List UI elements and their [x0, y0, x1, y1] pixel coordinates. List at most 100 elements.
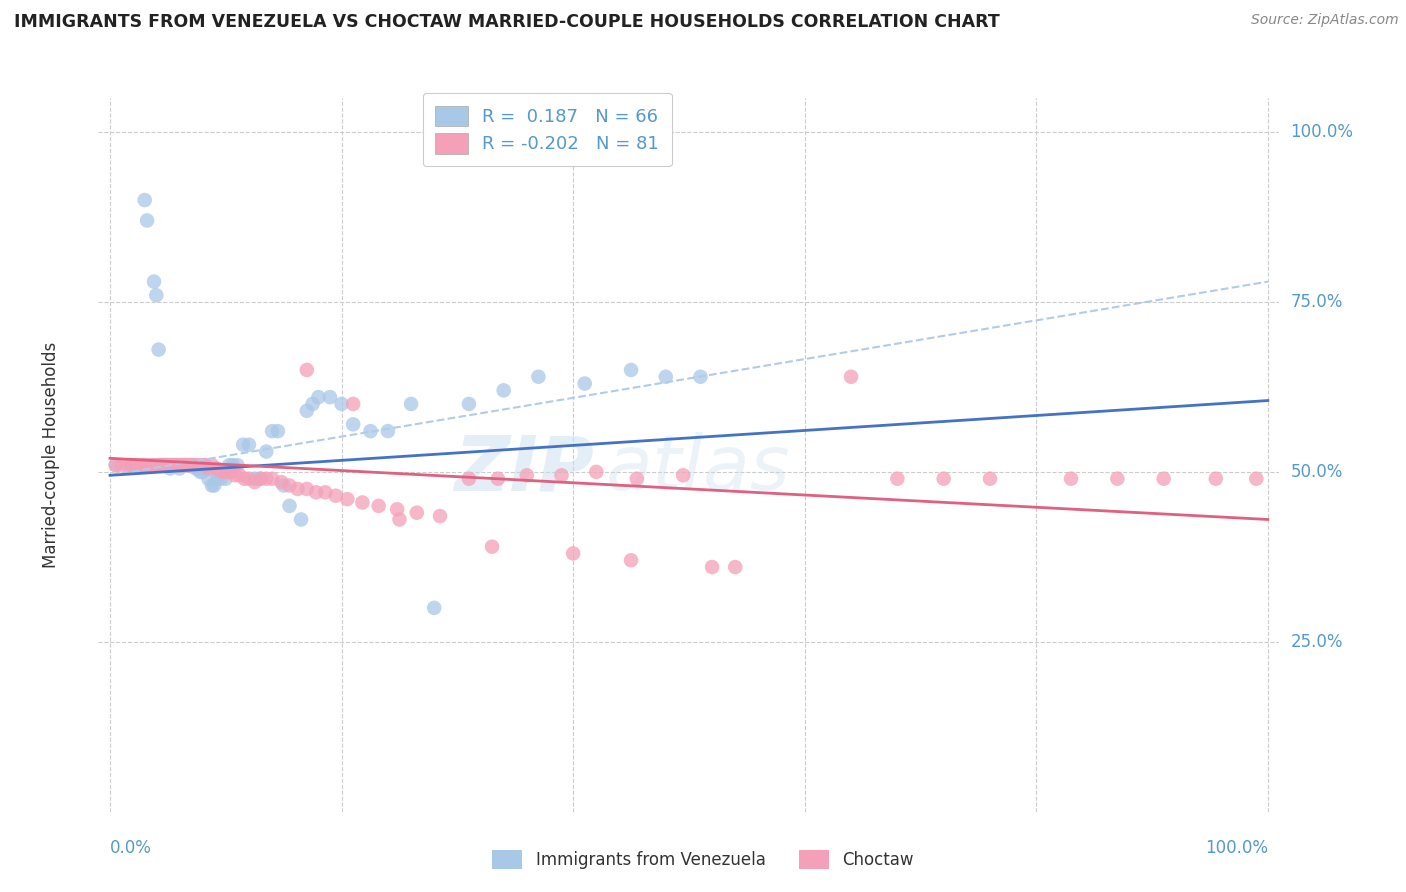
- Point: [301, 397, 323, 411]
- Point: [620, 553, 643, 567]
- Point: [385, 502, 408, 516]
- Point: [177, 458, 200, 472]
- Point: [159, 458, 181, 472]
- Point: [1246, 472, 1268, 486]
- Point: [169, 458, 191, 472]
- Point: [136, 458, 159, 472]
- Point: [700, 560, 723, 574]
- Point: [278, 499, 301, 513]
- Point: [207, 472, 229, 486]
- Point: [170, 458, 193, 472]
- Point: [516, 468, 538, 483]
- Point: [170, 458, 193, 472]
- Text: Married-couple Households: Married-couple Households: [42, 342, 60, 568]
- Point: [458, 397, 481, 411]
- Point: [620, 363, 643, 377]
- Point: [458, 472, 481, 486]
- Point: [262, 472, 284, 486]
- Point: [307, 390, 329, 404]
- Point: [330, 397, 353, 411]
- Point: [325, 489, 347, 503]
- Legend: R =  0.187   N = 66, R = -0.202   N = 81: R = 0.187 N = 66, R = -0.202 N = 81: [423, 93, 672, 166]
- Point: [149, 458, 172, 472]
- Point: [209, 465, 232, 479]
- Point: [979, 472, 1001, 486]
- Point: [267, 424, 290, 438]
- Point: [228, 468, 250, 483]
- Point: [290, 512, 312, 526]
- Text: Source: ZipAtlas.com: Source: ZipAtlas.com: [1251, 13, 1399, 28]
- Point: [159, 461, 181, 475]
- Point: [562, 546, 585, 560]
- Point: [574, 376, 596, 391]
- Point: [399, 397, 422, 411]
- Point: [215, 472, 238, 486]
- Point: [163, 458, 186, 472]
- Point: [388, 512, 411, 526]
- Point: [273, 478, 295, 492]
- Point: [232, 438, 254, 452]
- Point: [172, 458, 194, 472]
- Point: [319, 390, 342, 404]
- Point: [165, 458, 187, 472]
- Point: [219, 465, 242, 479]
- Point: [136, 213, 159, 227]
- Point: [156, 458, 179, 472]
- Point: [174, 458, 197, 472]
- Point: [429, 509, 451, 524]
- Point: [218, 458, 240, 472]
- Point: [197, 461, 219, 475]
- Point: [166, 458, 188, 472]
- Text: IMMIGRANTS FROM VENEZUELA VS CHOCTAW MARRIED-COUPLE HOUSEHOLDS CORRELATION CHART: IMMIGRANTS FROM VENEZUELA VS CHOCTAW MAR…: [14, 13, 1000, 31]
- Text: 50.0%: 50.0%: [1291, 463, 1343, 481]
- Text: 100.0%: 100.0%: [1291, 123, 1354, 141]
- Point: [305, 485, 328, 500]
- Point: [295, 363, 318, 377]
- Point: [160, 458, 183, 472]
- Point: [176, 458, 198, 472]
- Point: [205, 461, 228, 475]
- Point: [183, 458, 205, 472]
- Point: [262, 424, 284, 438]
- Point: [166, 458, 188, 472]
- Point: [155, 458, 177, 472]
- Point: [295, 482, 318, 496]
- Point: [180, 458, 202, 472]
- Point: [342, 417, 364, 432]
- Point: [194, 458, 217, 472]
- Point: [287, 482, 309, 496]
- Point: [215, 465, 238, 479]
- Point: [145, 288, 167, 302]
- Point: [278, 478, 301, 492]
- Point: [360, 424, 382, 438]
- Point: [183, 458, 205, 472]
- Point: [249, 472, 271, 486]
- Point: [152, 458, 174, 472]
- Point: [352, 495, 374, 509]
- Point: [839, 369, 862, 384]
- Point: [145, 458, 167, 472]
- Point: [131, 458, 153, 472]
- Point: [156, 458, 179, 472]
- Point: [254, 444, 277, 458]
- Point: [155, 458, 177, 472]
- Point: [117, 458, 139, 472]
- Point: [202, 478, 225, 492]
- Point: [233, 472, 256, 486]
- Point: [169, 461, 191, 475]
- Point: [1153, 472, 1175, 486]
- Text: 75.0%: 75.0%: [1291, 293, 1343, 311]
- Point: [194, 458, 217, 472]
- Point: [128, 458, 150, 472]
- Point: [188, 465, 211, 479]
- Point: [134, 193, 156, 207]
- Point: [626, 472, 648, 486]
- Point: [222, 458, 245, 472]
- Point: [139, 458, 162, 472]
- Point: [197, 472, 219, 486]
- Point: [174, 458, 197, 472]
- Text: 0.0%: 0.0%: [110, 839, 152, 857]
- Point: [932, 472, 955, 486]
- Point: [295, 403, 318, 417]
- Point: [367, 499, 389, 513]
